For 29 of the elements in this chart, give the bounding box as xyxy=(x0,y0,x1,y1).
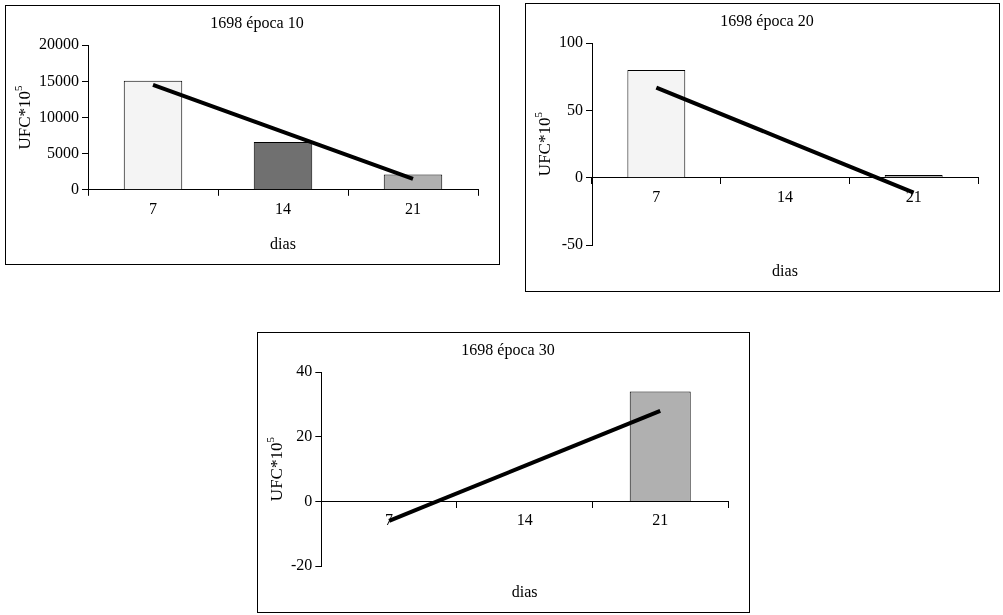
y-tick-label: 0 xyxy=(71,180,79,197)
y-tick-label: 20000 xyxy=(39,35,79,53)
y-tick-label: 0 xyxy=(304,491,313,509)
y-axis-title: UFC*105 xyxy=(11,84,35,150)
y-tick-label: 40 xyxy=(296,362,313,380)
y-tick-label: 50 xyxy=(567,100,583,118)
x-tick-label: 14 xyxy=(516,511,533,529)
x-axis-title: dias xyxy=(772,262,798,279)
y-axis-title: UFC*105 xyxy=(263,436,287,502)
x-tick-label: 21 xyxy=(652,511,669,529)
y-tick-label: -50 xyxy=(561,235,583,253)
chart-title: 1698 época 20 xyxy=(720,11,814,30)
y-tick-label: 15000 xyxy=(39,71,79,89)
chart-title: 1698 época 10 xyxy=(210,13,304,32)
y-axis-title: UFC*105 xyxy=(531,111,555,177)
y-tick-label: 0 xyxy=(575,167,583,185)
x-tick-label: 14 xyxy=(777,187,793,205)
x-tick-label: 14 xyxy=(275,199,291,217)
x-axis-title: dias xyxy=(511,583,538,600)
x-tick-label: 7 xyxy=(149,199,157,217)
y-tick-label: 10000 xyxy=(39,107,79,125)
chart-title: 1698 época 30 xyxy=(461,340,555,359)
x-tick-label: 7 xyxy=(652,187,661,205)
y-tick-label: 100 xyxy=(559,33,583,51)
y-tick-label: 5000 xyxy=(47,143,79,161)
y-tick-label: 20 xyxy=(296,427,313,444)
x-axis-title: dias xyxy=(270,235,296,252)
x-tick-label: 21 xyxy=(405,199,421,217)
y-tick-label: -20 xyxy=(291,556,313,574)
